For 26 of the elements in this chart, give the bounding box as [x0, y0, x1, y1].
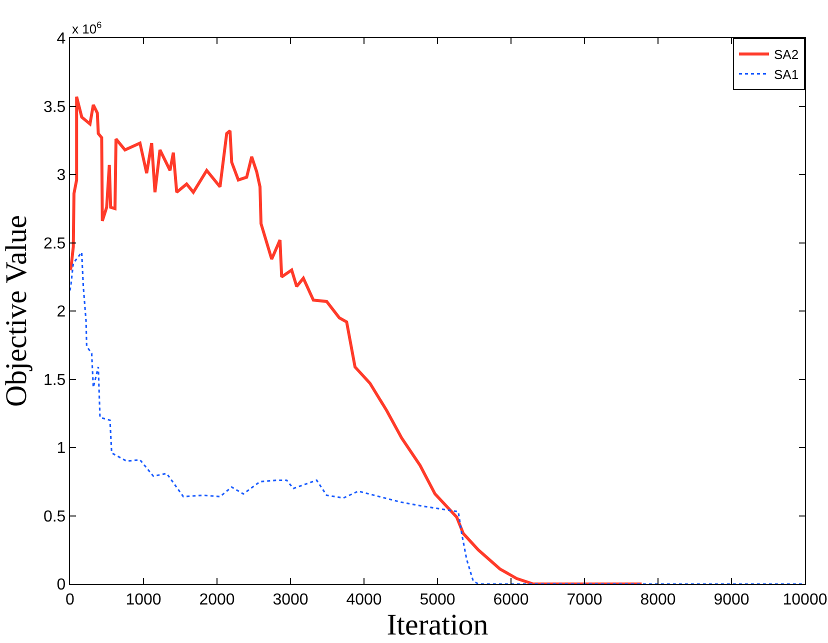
x-tick-label: 6000 [493, 591, 529, 608]
legend-label: SA1 [774, 66, 799, 82]
y-tick-label: 3.5 [43, 98, 66, 116]
x-tick-label: 1000 [126, 591, 162, 608]
y-axis-title: Objective Value [0, 215, 33, 407]
x-tick-label: 5000 [420, 591, 456, 608]
text: x 10$^{6}$ [72, 20, 102, 36]
x-tick-label: 2000 [199, 591, 235, 608]
line-series [70, 95, 644, 584]
x-tick-label: 8000 [640, 591, 676, 608]
x-tick-label: 7000 [566, 591, 602, 608]
x-tick-label: 10000 [782, 591, 828, 608]
y-tick-label: 3 [56, 167, 66, 184]
y-tick-label: 2 [56, 304, 66, 321]
y-tick-label: 1.5 [43, 372, 66, 389]
x-tick-label: 9000 [714, 591, 750, 608]
x-axis-title: Iteration [386, 608, 488, 642]
y-tick-label: 0 [56, 576, 66, 594]
y-tick-label: 4 [56, 30, 66, 48]
y-tick-label: 1 [56, 440, 66, 458]
x-tick-label: 4000 [346, 591, 382, 608]
x-tick-label: 3000 [272, 591, 308, 608]
line-series [70, 252, 805, 584]
y-tick-label: 0.5 [43, 508, 66, 526]
legend-label: SA2 [774, 47, 799, 62]
y-tick-label: 2.5 [43, 235, 66, 252]
